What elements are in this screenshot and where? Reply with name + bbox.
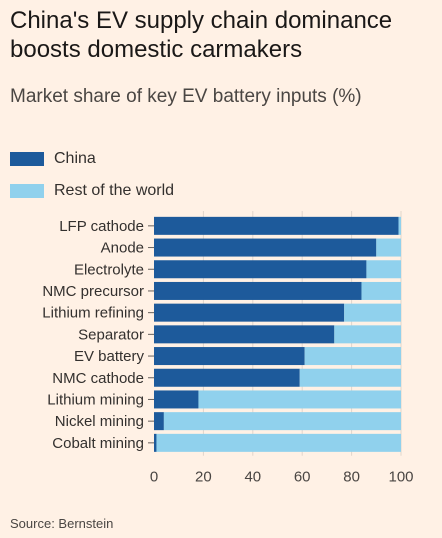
bar-china-7: [154, 368, 300, 387]
bar-china-10: [154, 433, 157, 452]
bar-rest-of-world-6: [304, 347, 401, 366]
bar-china-3: [154, 281, 362, 300]
bar-rest-of-world-1: [376, 238, 401, 257]
y-tick-label-0: LFP cathode: [59, 218, 144, 235]
legend-swatch-rest-of-world: [10, 184, 44, 198]
bar-rest-of-world-9: [163, 412, 401, 431]
y-tick-label-7: NMC cathode: [52, 370, 144, 387]
y-tick-label-4: Lithium refining: [42, 305, 144, 322]
x-tick-label-20: 20: [195, 469, 212, 486]
bar-rest-of-world-8: [198, 390, 401, 409]
bar-rest-of-world-2: [366, 260, 401, 279]
x-tick-label-40: 40: [244, 469, 261, 486]
bar-china-5: [154, 325, 335, 344]
bar-china-4: [154, 303, 345, 322]
bar-china-9: [154, 412, 164, 431]
bar-china-6: [154, 347, 305, 366]
y-tick-label-8: Lithium mining: [47, 391, 144, 408]
bar-china-2: [154, 260, 367, 279]
bar-china-1: [154, 238, 377, 257]
bar-china-8: [154, 390, 199, 409]
legend: China Rest of the world: [10, 150, 174, 214]
legend-label-china: China: [54, 150, 96, 167]
bar-chart: LFP cathode Anode Electrolyte NMC precursor…: [42, 211, 414, 486]
legend-item-rest-of-world: Rest of the world: [10, 182, 174, 200]
chart-subtitle: Market share of key EV battery inputs (%…: [10, 86, 362, 107]
bar-china-0: [154, 216, 399, 235]
x-tick-label-0: 0: [150, 469, 158, 486]
y-tick-label-1: Anode: [101, 240, 144, 257]
x-tick-label-100: 100: [388, 469, 413, 486]
y-tick-label-2: Electrolyte: [74, 261, 144, 278]
legend-item-china: China: [10, 150, 174, 168]
y-tick-label-6: EV battery: [74, 348, 145, 365]
bar-rest-of-world-4: [344, 303, 401, 322]
bar-rest-of-world-10: [156, 433, 401, 452]
chart-title: China's EV supply chain dominance boosts…: [10, 7, 393, 63]
y-tick-label-10: Cobalt mining: [52, 435, 144, 452]
x-tick-label-60: 60: [294, 469, 311, 486]
legend-label-rest-of-world: Rest of the world: [54, 182, 175, 199]
bar-rest-of-world-3: [361, 281, 401, 300]
y-tick-label-5: Separator: [78, 326, 144, 343]
bar-rest-of-world-5: [334, 325, 401, 344]
y-tick-label-3: NMC precursor: [42, 283, 144, 300]
y-tick-label-9: Nickel mining: [55, 413, 144, 430]
source-note: Source: Bernstein: [10, 516, 114, 531]
bar-rest-of-world-0: [398, 216, 401, 235]
bar-rest-of-world-7: [299, 368, 401, 387]
x-tick-label-80: 80: [343, 469, 360, 486]
legend-swatch-china: [10, 152, 44, 166]
